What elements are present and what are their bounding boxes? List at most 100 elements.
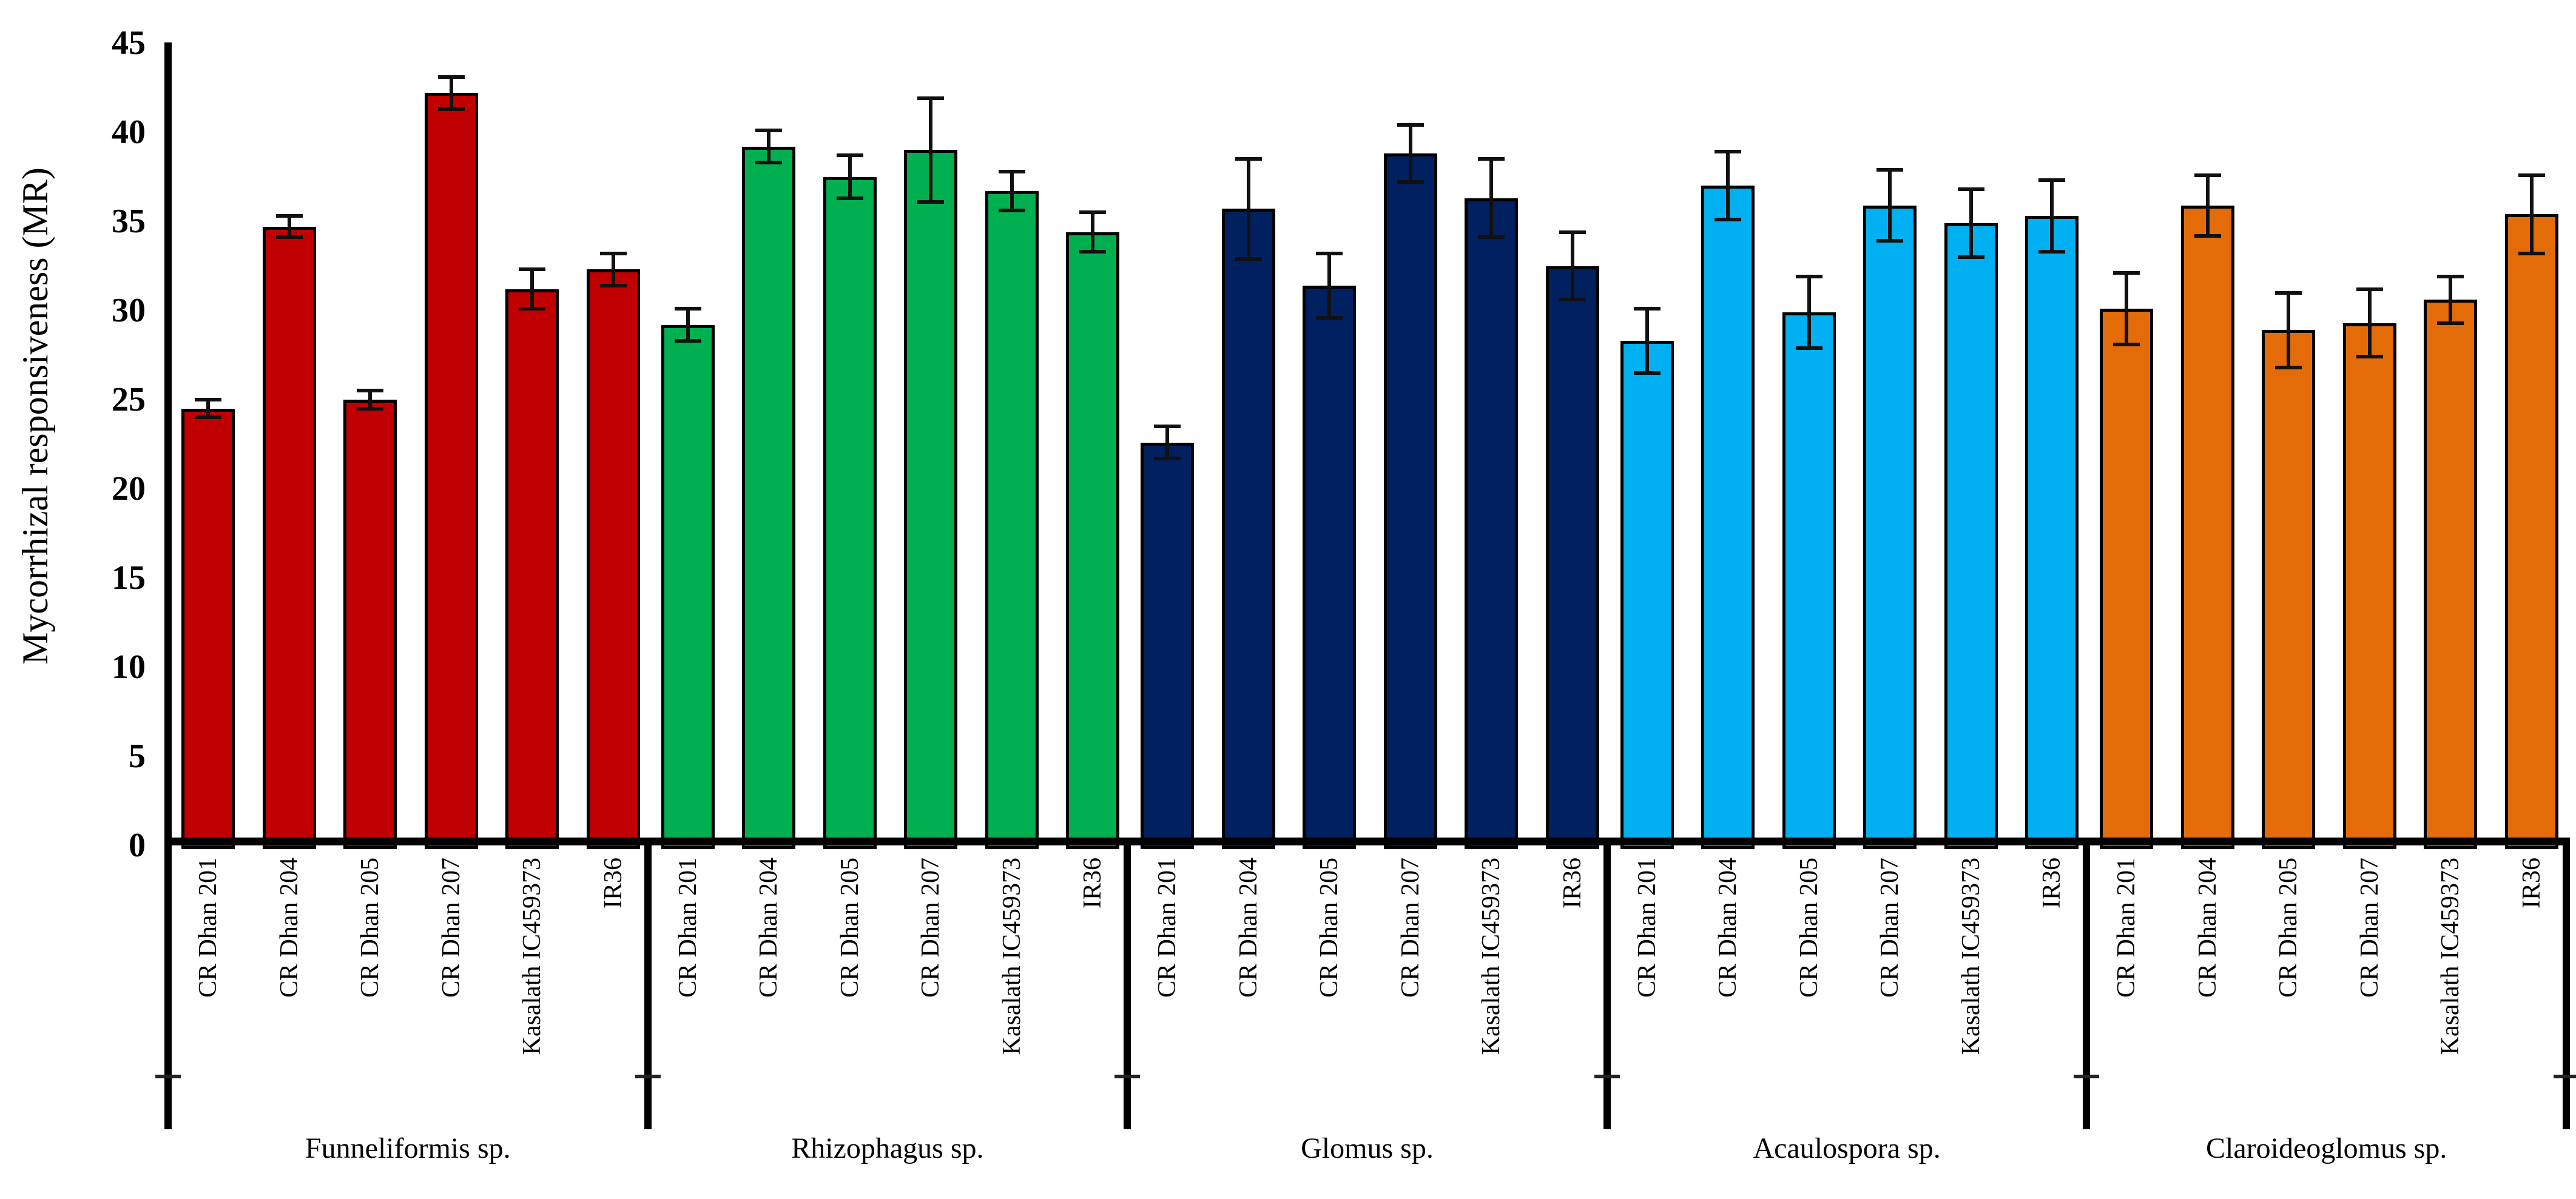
error-bar-cap-top bbox=[1559, 230, 1586, 234]
error-bar-cap-top bbox=[1715, 150, 1742, 154]
y-tick-label: 0 bbox=[129, 827, 146, 864]
category-label: CR Dhan 204 bbox=[2193, 858, 2222, 998]
category-label: Kasalath IC459373 bbox=[997, 858, 1026, 1055]
error-bar-cap-bottom bbox=[357, 406, 383, 411]
error-bar-cap-bottom bbox=[1316, 315, 1343, 320]
error-bar-cap-top bbox=[2437, 275, 2464, 279]
error-bar-cap-top bbox=[2275, 291, 2302, 295]
error-bar-line bbox=[2125, 273, 2129, 344]
error-bar-cap-top bbox=[2194, 173, 2221, 177]
category-label: IR36 bbox=[1558, 858, 1586, 908]
category-label: CR Dhan 205 bbox=[2274, 858, 2303, 998]
category-label: Kasalath IC459373 bbox=[1477, 858, 1506, 1055]
bar bbox=[2424, 300, 2478, 849]
group-label: Acaulospora sp. bbox=[1753, 1132, 1941, 1164]
error-bar-cap-bottom bbox=[275, 235, 303, 240]
bar bbox=[1944, 223, 1998, 849]
error-bar-cap-bottom bbox=[1633, 371, 1661, 375]
error-bar-cap-bottom bbox=[2437, 321, 2464, 325]
error-bar-cap-top bbox=[357, 389, 383, 393]
error-bar-line bbox=[611, 253, 615, 286]
category-label: CR Dhan 205 bbox=[1795, 858, 1823, 998]
error-bar-cap-bottom bbox=[1397, 180, 1424, 184]
error-bar-cap-bottom bbox=[998, 209, 1025, 213]
error-bar-cap-top bbox=[1478, 157, 1505, 161]
category-label: CR Dhan 204 bbox=[275, 858, 303, 998]
y-tick-label: 10 bbox=[112, 648, 146, 686]
error-bar-cap-top bbox=[1633, 307, 1661, 311]
bar bbox=[2262, 330, 2316, 849]
category-label: CR Dhan 205 bbox=[1315, 858, 1344, 998]
category-label: Kasalath IC459373 bbox=[1957, 858, 1985, 1055]
error-bar-cap-bottom bbox=[755, 160, 783, 164]
error-bar-cap-bottom bbox=[1154, 457, 1181, 461]
error-bar-cap-top bbox=[1316, 251, 1343, 255]
bar bbox=[2180, 205, 2234, 849]
error-bar-line bbox=[2367, 289, 2372, 357]
category-label: CR Dhan 201 bbox=[1633, 858, 1661, 998]
y-tick-label: 5 bbox=[129, 737, 146, 775]
x-axis-line bbox=[164, 838, 2570, 845]
error-bar-cap-bottom bbox=[1715, 218, 1742, 222]
bar bbox=[1066, 232, 1120, 849]
error-bar-cap-bottom bbox=[917, 200, 945, 204]
error-bar-cap-bottom bbox=[1079, 249, 1107, 254]
group-divider bbox=[1124, 845, 1131, 1129]
error-bar-line bbox=[1807, 277, 1811, 348]
error-bar-line bbox=[1327, 253, 1332, 318]
error-bar-cap-top bbox=[519, 267, 545, 272]
error-bar-line bbox=[2050, 180, 2054, 252]
group-label: Claroideoglomus sp. bbox=[2206, 1132, 2447, 1164]
bar bbox=[2504, 214, 2558, 849]
category-label: IR36 bbox=[599, 858, 627, 908]
error-bar-line bbox=[2529, 175, 2534, 254]
error-bar-cap-top bbox=[1957, 187, 1984, 192]
error-bar-cap-top bbox=[1876, 167, 1904, 172]
error-bar-line bbox=[1888, 169, 1892, 241]
error-bar-cap-top bbox=[2356, 287, 2383, 291]
bar bbox=[343, 400, 397, 849]
bar bbox=[1303, 285, 1357, 849]
group-label: Funneliformis sp. bbox=[305, 1132, 511, 1164]
error-bar-cap-top bbox=[437, 75, 465, 79]
error-bar-cap-top bbox=[1397, 123, 1424, 127]
category-label: CR Dhan 207 bbox=[2355, 858, 2384, 998]
bar bbox=[1221, 209, 1275, 849]
category-label: CR Dhan 205 bbox=[835, 858, 864, 998]
error-bar-cap-bottom bbox=[1559, 298, 1586, 302]
error-bar-line bbox=[2205, 175, 2210, 236]
error-bar-cap-bottom bbox=[1876, 239, 1904, 243]
y-tick-label: 25 bbox=[112, 381, 146, 418]
error-bar-cap-top bbox=[755, 129, 783, 133]
bar bbox=[1465, 198, 1519, 849]
error-bar-line bbox=[206, 400, 210, 418]
error-bar-cap-bottom bbox=[674, 338, 701, 343]
error-bar-cap-bottom bbox=[437, 107, 465, 111]
category-label: CR Dhan 207 bbox=[1876, 858, 1904, 998]
y-tick-label: 15 bbox=[112, 559, 146, 597]
error-bar-line bbox=[686, 309, 690, 341]
category-label: CR Dhan 207 bbox=[917, 858, 945, 998]
axis-tick bbox=[155, 1075, 181, 1078]
error-bar-cap-top bbox=[1154, 425, 1181, 429]
axis-tick bbox=[1594, 1075, 1620, 1078]
category-label: CR Dhan 204 bbox=[1234, 858, 1263, 998]
bar bbox=[742, 146, 796, 849]
category-label: Kasalath IC459373 bbox=[2436, 858, 2465, 1055]
error-bar-line bbox=[1645, 309, 1649, 373]
error-bar-cap-bottom bbox=[2275, 366, 2302, 370]
error-bar-cap-top bbox=[2518, 173, 2545, 177]
error-bar-cap-bottom bbox=[836, 196, 863, 200]
error-bar-line bbox=[1969, 189, 1973, 257]
error-bar-cap-top bbox=[1235, 157, 1262, 161]
error-bar-cap-bottom bbox=[1478, 235, 1505, 240]
bar bbox=[1782, 312, 1836, 849]
axis-tick bbox=[2554, 1075, 2576, 1078]
error-bar-cap-top bbox=[917, 96, 945, 101]
y-tick-label: 45 bbox=[112, 24, 146, 62]
category-label: Kasalath IC459373 bbox=[518, 858, 546, 1055]
error-bar-cap-top bbox=[2113, 271, 2140, 275]
category-label: IR36 bbox=[1079, 858, 1107, 908]
group-divider bbox=[644, 845, 652, 1129]
